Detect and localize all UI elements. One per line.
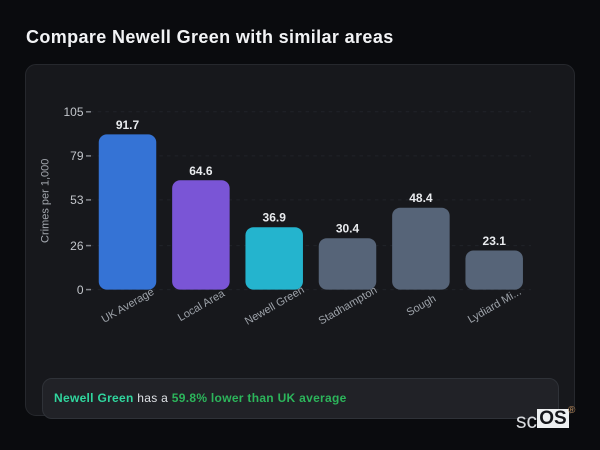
svg-text:Newell Green: Newell Green bbox=[243, 284, 307, 328]
svg-text:Lydiard Mi...: Lydiard Mi... bbox=[466, 286, 524, 326]
svg-text:23.1: 23.1 bbox=[483, 234, 507, 248]
svg-text:Crimes per 1,000: Crimes per 1,000 bbox=[40, 159, 52, 243]
svg-text:0: 0 bbox=[77, 283, 84, 297]
svg-text:30.4: 30.4 bbox=[336, 222, 360, 236]
svg-text:48.4: 48.4 bbox=[409, 191, 433, 205]
svg-text:36.9: 36.9 bbox=[263, 211, 287, 225]
svg-text:53: 53 bbox=[70, 193, 84, 207]
svg-text:64.6: 64.6 bbox=[189, 164, 213, 178]
svg-text:91.7: 91.7 bbox=[116, 118, 140, 132]
svg-text:UK Average: UK Average bbox=[100, 286, 157, 326]
svg-text:105: 105 bbox=[63, 105, 83, 119]
svg-text:Local Area: Local Area bbox=[176, 287, 228, 324]
svg-text:26: 26 bbox=[70, 239, 84, 253]
svg-text:Sough: Sough bbox=[405, 293, 439, 319]
svg-text:79: 79 bbox=[70, 149, 84, 163]
svg-text:Stadhampton: Stadhampton bbox=[317, 284, 380, 327]
